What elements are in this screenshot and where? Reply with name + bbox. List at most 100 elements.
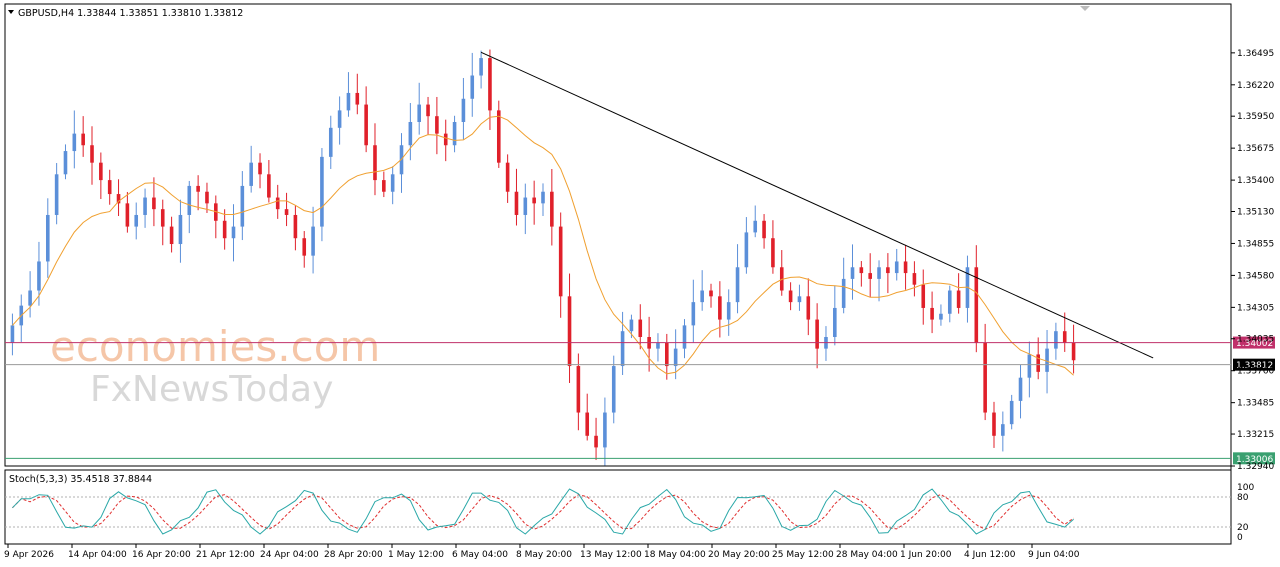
candle-body xyxy=(293,214,298,239)
candle-body xyxy=(850,267,855,279)
current-price-tag xyxy=(1233,358,1275,371)
candle-body xyxy=(974,267,979,343)
candle-body xyxy=(841,278,846,308)
time-tick-label: 28 May 04:00 xyxy=(836,550,898,560)
time-tick-label: 21 Apr 12:00 xyxy=(196,550,255,560)
candle-body xyxy=(240,185,245,227)
candle-body xyxy=(620,331,625,367)
support-price-label: 1.33006 xyxy=(1236,455,1273,465)
candle-body xyxy=(576,366,581,413)
candle-body xyxy=(470,75,475,99)
time-tick-label: 9 Apr 2026 xyxy=(4,550,54,560)
chevron-down-icon[interactable] xyxy=(8,10,14,14)
candle-body xyxy=(903,261,908,274)
candle-body xyxy=(983,342,987,413)
candle-body xyxy=(735,267,740,303)
candle-body xyxy=(81,133,85,146)
candle-body xyxy=(231,226,236,239)
candle-body xyxy=(868,273,872,279)
support-price-tag xyxy=(1233,452,1275,465)
candle-body xyxy=(514,191,519,215)
candle-body xyxy=(629,319,634,332)
candle-body xyxy=(877,267,881,279)
candle-body xyxy=(771,238,775,268)
candle-body xyxy=(435,116,439,134)
candle-body xyxy=(364,104,368,146)
candle-body xyxy=(169,226,174,245)
candle-body xyxy=(143,197,147,215)
triangle-down-icon xyxy=(1080,6,1090,11)
candle-body xyxy=(992,412,996,436)
candle-body xyxy=(187,185,192,215)
candle-body xyxy=(417,104,421,122)
candle-body xyxy=(125,203,130,227)
price-tick-label: 1.34855 xyxy=(1237,239,1274,249)
candle-body xyxy=(638,319,643,337)
candle-body xyxy=(1054,331,1058,349)
candle-body xyxy=(488,58,492,111)
candle-body xyxy=(726,302,731,320)
moving-average-line xyxy=(12,115,1074,376)
candle-body xyxy=(373,145,377,181)
candle-body xyxy=(443,133,448,146)
stoch-signal-line xyxy=(12,493,1074,530)
candle-body xyxy=(558,226,563,297)
candle-body xyxy=(311,226,315,256)
candle-body xyxy=(90,145,94,163)
candle-body xyxy=(682,325,687,349)
candle-body xyxy=(859,267,864,274)
candle-body xyxy=(479,58,483,76)
stoch-main-line xyxy=(12,488,1074,535)
candle-body xyxy=(10,325,15,343)
time-tick-label: 25 May 12:00 xyxy=(772,550,834,560)
candle-body xyxy=(116,194,121,204)
candle-body xyxy=(196,185,200,192)
time-tick-label: 14 Apr 04:00 xyxy=(68,550,127,560)
candle-body xyxy=(806,296,811,320)
candle-body xyxy=(1071,342,1076,361)
time-tick-label: 28 Apr 20:00 xyxy=(324,550,383,560)
candle-body xyxy=(222,220,227,239)
candle-body xyxy=(275,197,280,210)
downtrend-line xyxy=(480,51,1154,359)
candle-body xyxy=(753,220,758,233)
candle-body xyxy=(700,290,704,303)
time-tick-label: 4 Jun 12:00 xyxy=(964,550,1016,560)
candle-body xyxy=(328,127,333,157)
watermark-brand-top: economies.com xyxy=(50,322,380,371)
candle-body xyxy=(390,174,395,192)
price-tick-label: 1.36495 xyxy=(1237,49,1274,59)
candle-body xyxy=(99,162,103,181)
current-price-label: 1.33812 xyxy=(1236,361,1273,371)
candle-body xyxy=(797,296,802,303)
candle-body xyxy=(673,348,678,367)
candle-body xyxy=(1045,348,1049,372)
candle-body xyxy=(921,284,926,308)
time-tick-label: 1 Jun 20:00 xyxy=(900,550,952,560)
candle-body xyxy=(956,290,961,308)
time-tick-label: 24 Apr 04:00 xyxy=(260,550,319,560)
candle-body xyxy=(550,191,554,227)
price-tick-label: 1.34580 xyxy=(1237,271,1274,281)
resistance-price-label: 1.34002 xyxy=(1236,339,1273,349)
time-tick-label: 20 May 20:00 xyxy=(708,550,770,560)
candle-body xyxy=(665,342,669,367)
candle-body xyxy=(1009,400,1014,425)
candle-body xyxy=(779,267,784,291)
candle-body xyxy=(762,220,766,239)
candle-body xyxy=(815,319,819,349)
candle-body xyxy=(788,290,793,303)
candle-body xyxy=(284,209,289,215)
candle-body xyxy=(656,342,660,349)
candle-body xyxy=(886,267,890,274)
candle-body xyxy=(302,238,307,256)
candle-body xyxy=(532,197,536,204)
price-tick-label: 1.33215 xyxy=(1237,430,1274,440)
candle-body xyxy=(718,296,722,320)
candle-body xyxy=(152,197,156,210)
time-tick-label: 1 May 12:00 xyxy=(388,550,444,560)
candle-body xyxy=(541,191,545,204)
price-tick-label: 1.35675 xyxy=(1237,144,1274,154)
candle-body xyxy=(505,162,510,192)
